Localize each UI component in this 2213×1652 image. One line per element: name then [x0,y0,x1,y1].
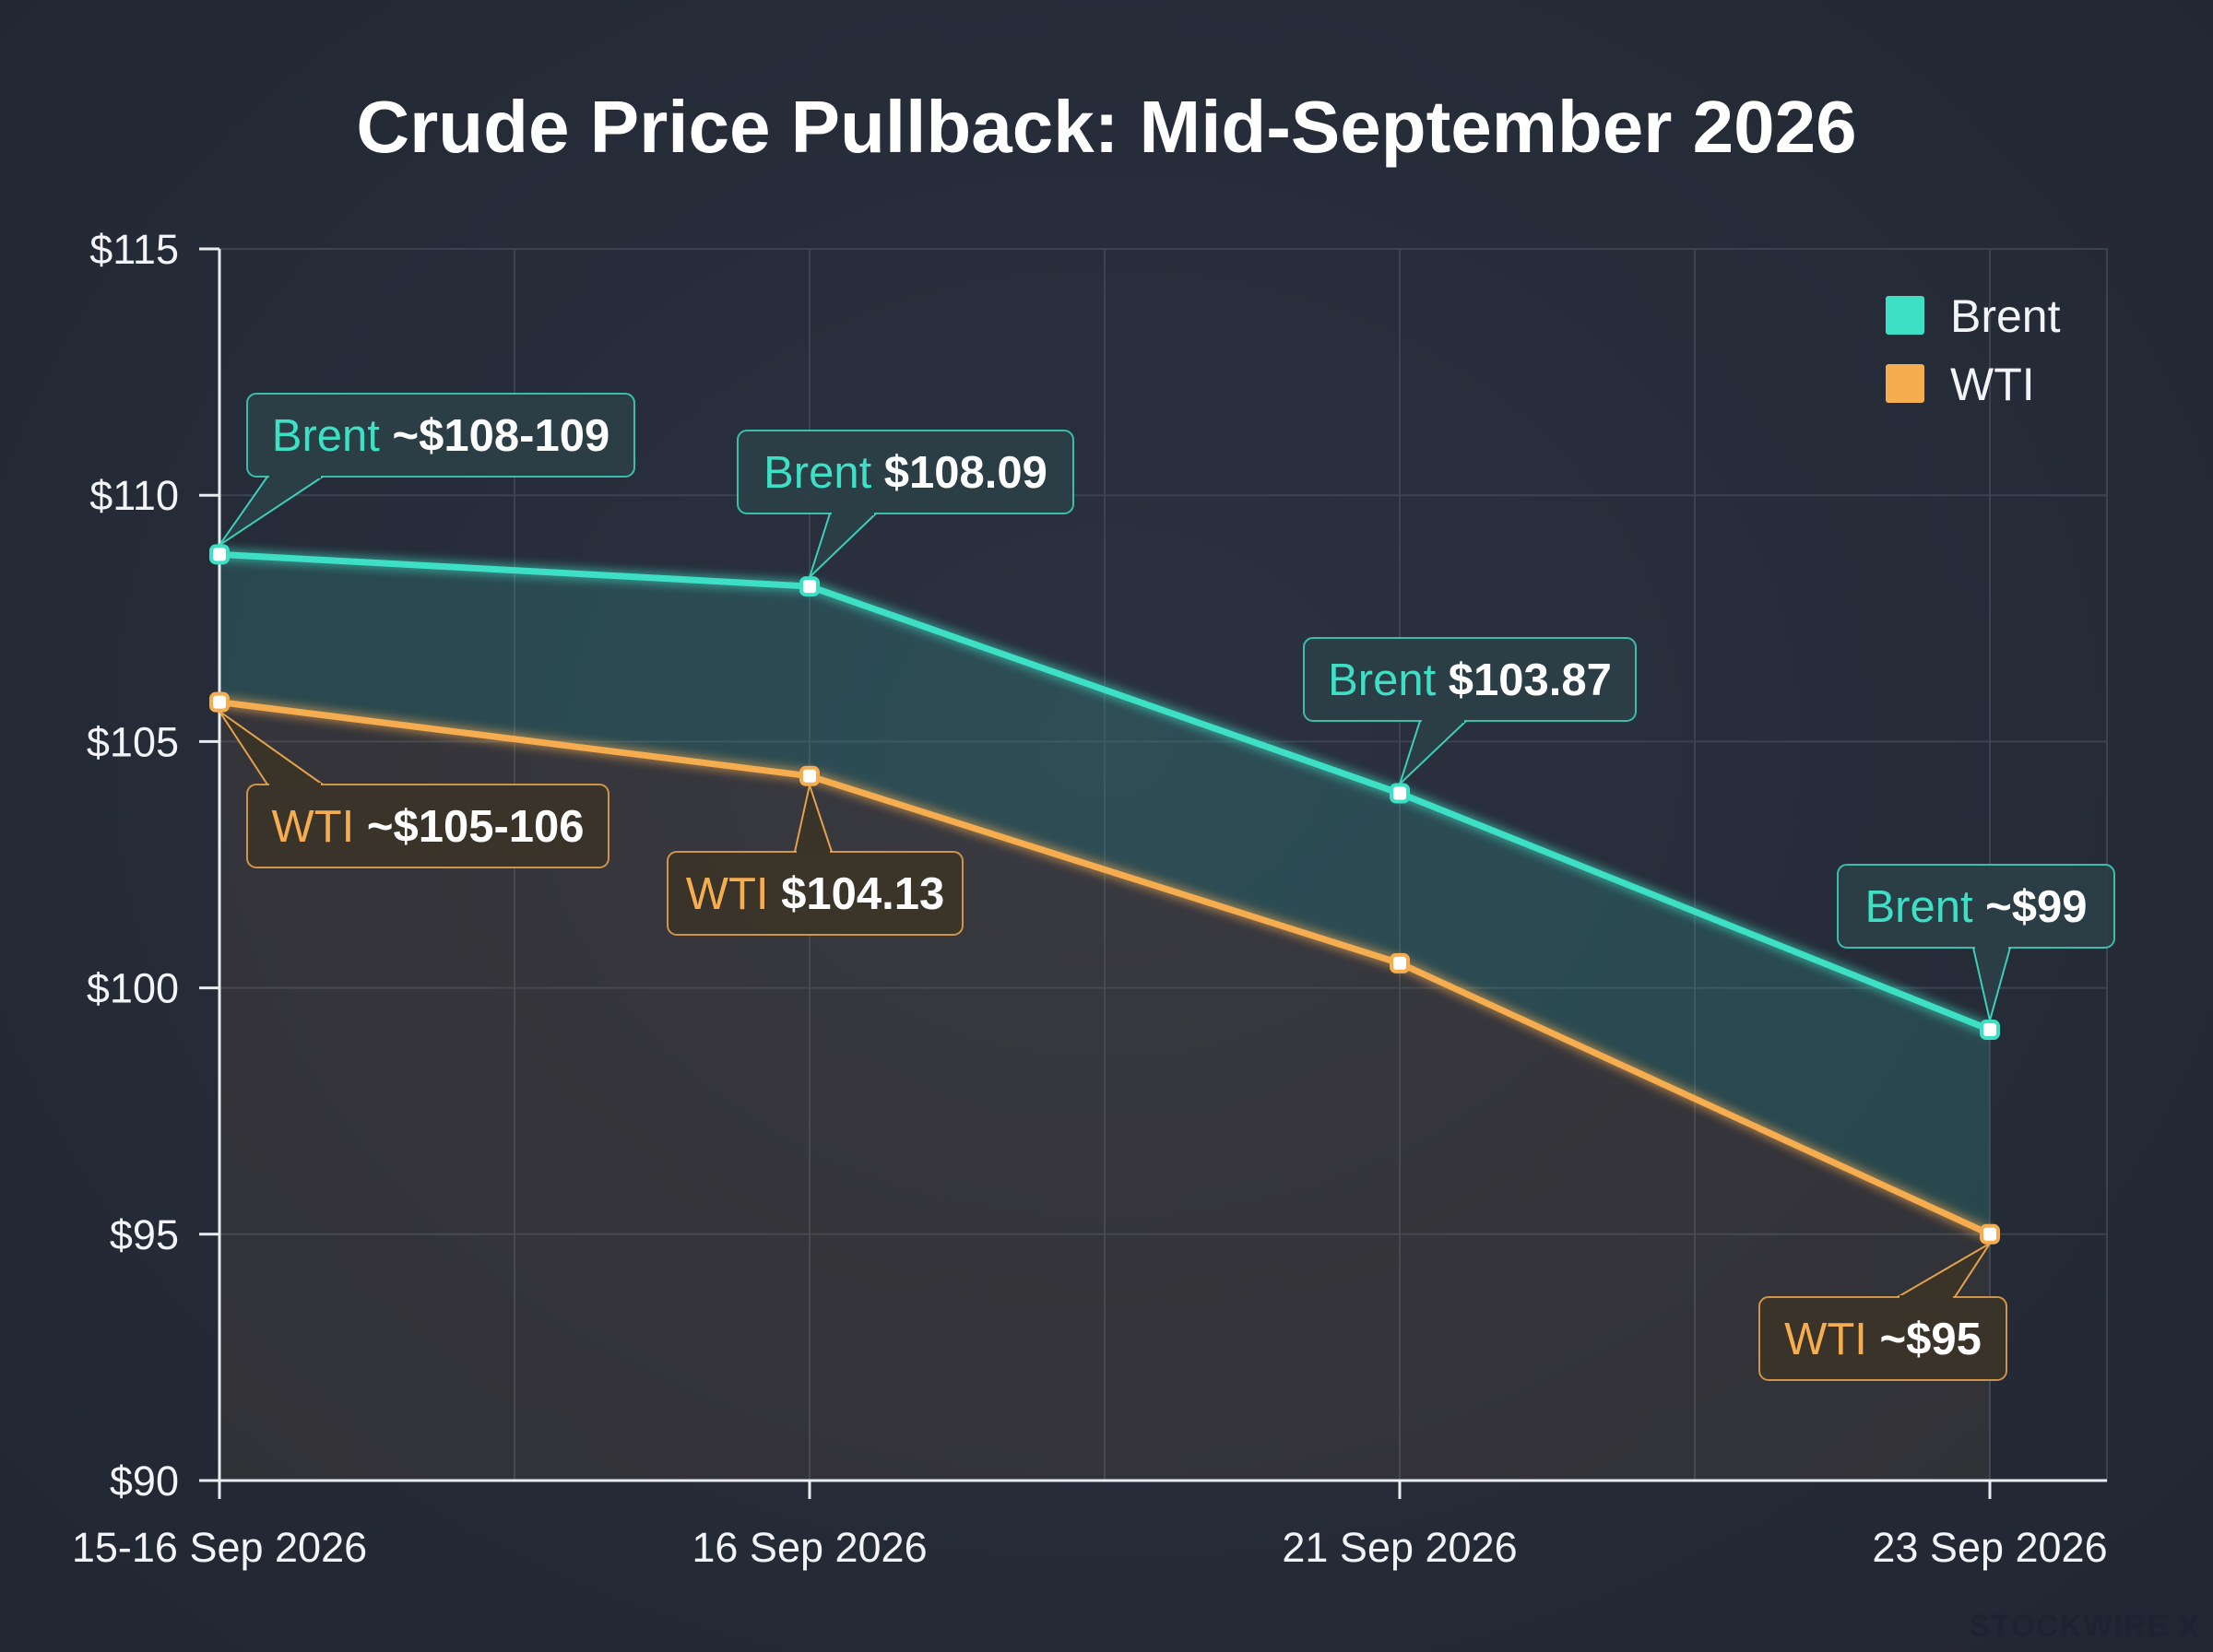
x-tick-label: 23 Sep 2026 [1872,1524,2107,1571]
wti-callout-label: WTI ~$105-106 [271,802,584,852]
x-tick-label: 21 Sep 2026 [1282,1524,1517,1571]
watermark-logo: STOCKWIRE X [1969,1609,2200,1644]
legend-swatch-wti [1886,364,1924,403]
brent-callout-value: ~$108-109 [393,411,610,461]
brent-callout: Brent ~$99 [1837,864,2115,1021]
brent-callout-label: Brent ~$99 [1864,882,2087,932]
series-lines [219,550,1992,1237]
brent-callout-box [246,393,635,478]
brent-callout-label: Brent $103.87 [1328,655,1612,705]
chart-title: Crude Price Pullback: Mid-September 2026 [356,86,1857,168]
gridlines [219,248,2108,1481]
brent-callout-series-name: Brent [763,448,884,498]
brent-callout-box [1303,637,1637,722]
y-tick-label: $95 [110,1211,179,1258]
brent-callout-value: $103.87 [1449,655,1612,705]
wti-data-point [1980,1223,2000,1245]
y-tick-label: $100 [87,965,179,1012]
brent-callout-series-name: Brent [272,411,393,461]
brent-callout-pointer [1399,720,1467,785]
brent-callout-value: ~$99 [1985,882,2087,932]
axes: $90 $95 $100 $105 $110 $115 15-16 Sep 2026 16 S… [72,226,2108,1571]
legend-label-wti: WTI [1950,359,2035,410]
wti-data-point [799,765,820,786]
x-tick-label: 15-16 Sep 2026 [72,1524,367,1571]
wti-callout: WTI ~$95 [1758,1242,2007,1381]
wti-callout-series-name: WTI [686,869,781,919]
wti-area-fill [219,702,1990,1481]
brent-callout: Brent ~$108-109 [219,393,635,547]
brent-data-point [799,576,820,597]
brent-callout: Brent $103.87 [1303,637,1637,785]
brent-data-point [1980,1020,2000,1041]
brent-data-point [209,544,230,565]
brent-callout-series-name: Brent [1864,882,1985,932]
wti-callout-label: WTI $104.13 [686,869,945,919]
brent-area-fill [219,554,1990,1234]
brent-callout-pointer [1972,947,2011,1021]
wti-callout-value: ~$95 [1880,1315,1982,1364]
brent-callout-label: Brent $108.09 [763,448,1047,498]
wti-callout-series-name: WTI [271,802,366,852]
wti-callout-pointer [1897,1242,1991,1298]
legend-label-brent: Brent [1950,290,2061,342]
brent-callout-label: Brent ~$108-109 [272,411,609,461]
brent-callout-pointer [809,513,877,578]
wti-data-point [1390,952,1410,974]
wti-series-line [219,699,1992,1237]
wti-data-point [209,691,230,713]
data-points [209,544,2000,1245]
brent-callout: Brent $108.09 [737,430,1074,578]
y-tick-label: $90 [110,1457,179,1504]
y-tick-label: $115 [89,226,179,273]
brent-callout-pointer [219,476,324,547]
wti-callout-value: $104.13 [781,869,944,919]
wti-callout-value: ~$105-106 [367,802,585,852]
wti-callout-box [246,784,609,868]
wti-callout-pointer [794,782,833,853]
brent-callout-value: $108.09 [884,448,1047,498]
y-tick-label: $105 [87,718,179,765]
wti-callout-pointer [219,710,324,785]
wti-callout: WTI $104.13 [667,782,964,936]
brent-callout-box [737,430,1074,514]
x-tick-label: 16 Sep 2026 [692,1524,927,1571]
legend-swatch-brent [1886,296,1924,335]
wti-callout: WTI ~$105-106 [219,710,609,868]
wti-callout-series-name: WTI [1784,1315,1879,1364]
legend: Brent WTI [1886,290,2061,410]
y-tick-label: $110 [89,472,179,519]
area-fills [219,554,1990,1481]
brent-data-point [1390,783,1410,804]
wti-callout-label: WTI ~$95 [1784,1315,1982,1364]
brent-series-line [219,550,1992,1033]
wti-callout-box [1758,1296,2007,1381]
brent-callout-series-name: Brent [1328,655,1449,705]
